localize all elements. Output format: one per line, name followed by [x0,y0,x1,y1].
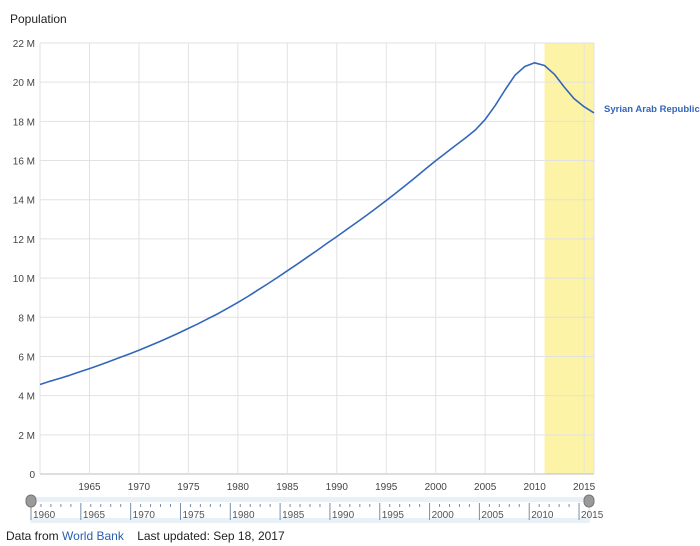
navigator-tick-label: 1975 [182,510,205,521]
timeline-navigator[interactable]: 1960 1965 1970 1975 1980 1985 1990 1995 2000 2005… [25,494,604,523]
last-updated: Last updated: Sep 18, 2017 [137,529,285,543]
navigator-tick-label: 1980 [232,510,255,521]
navigator-left-handle[interactable] [25,494,37,508]
navigator-bottom-strip [31,518,589,522]
navigator-right-handle[interactable] [583,494,595,508]
x-tick-label: 1980 [227,482,250,493]
y-tick-label: 8 M [18,313,35,324]
y-tick-label: 14 M [13,196,35,207]
x-tick-label: 2005 [474,482,497,493]
x-tick-label: 1975 [177,482,200,493]
series-label: Syrian Arab Republic [604,104,700,115]
x-tick-label: 2015 [573,482,596,493]
x-tick-label: 2010 [524,482,547,493]
navigator-tick-label: 1960 [33,510,56,521]
y-tick-label: 18 M [13,117,35,128]
y-tick-label: 12 M [13,235,35,246]
x-tick-label: 1985 [276,482,299,493]
navigator-tick-label: 2000 [432,510,455,521]
navigator-tick-label: 2005 [481,510,504,521]
navigator-tick-label: 1970 [133,510,156,521]
y-tick-label: 16 M [13,157,35,168]
y-tick-label: 22 M [13,39,35,50]
x-tick-label: 1970 [128,482,151,493]
navigator-tick-label: 1990 [332,510,355,521]
world-bank-link[interactable]: World Bank [62,529,124,543]
footer-prefix: Data from [6,529,59,543]
plot-area: 0 2 M 4 M 6 M 8 M 10 M 12 M 14 M 16 M 18 M 20 M 22 … [13,39,700,493]
y-tick-label: 0 [29,470,35,481]
y-tick-label: 10 M [13,274,35,285]
highlight-band [544,43,594,474]
navigator-tick-label: 1995 [382,510,405,521]
y-tick-label: 20 M [13,78,35,89]
x-tick-label: 2000 [425,482,448,493]
x-tick-label: 1990 [326,482,349,493]
y-tick-label: 2 M [18,431,35,442]
chart-title: Population [10,12,67,26]
x-tick-label: 1965 [78,482,101,493]
navigator-top-strip [31,498,589,502]
x-tick-label: 1995 [375,482,398,493]
y-tick-label: 6 M [18,352,35,363]
footer: Data from World Bank Last updated: Sep 1… [6,529,285,543]
navigator-tick-label: 1965 [83,510,106,521]
navigator-tick-label: 2010 [531,510,554,521]
series-line [39,61,595,386]
navigator-tick-label: 1985 [282,510,305,521]
y-tick-label: 4 M [18,392,35,403]
navigator-tick-label: 2015 [581,510,604,521]
